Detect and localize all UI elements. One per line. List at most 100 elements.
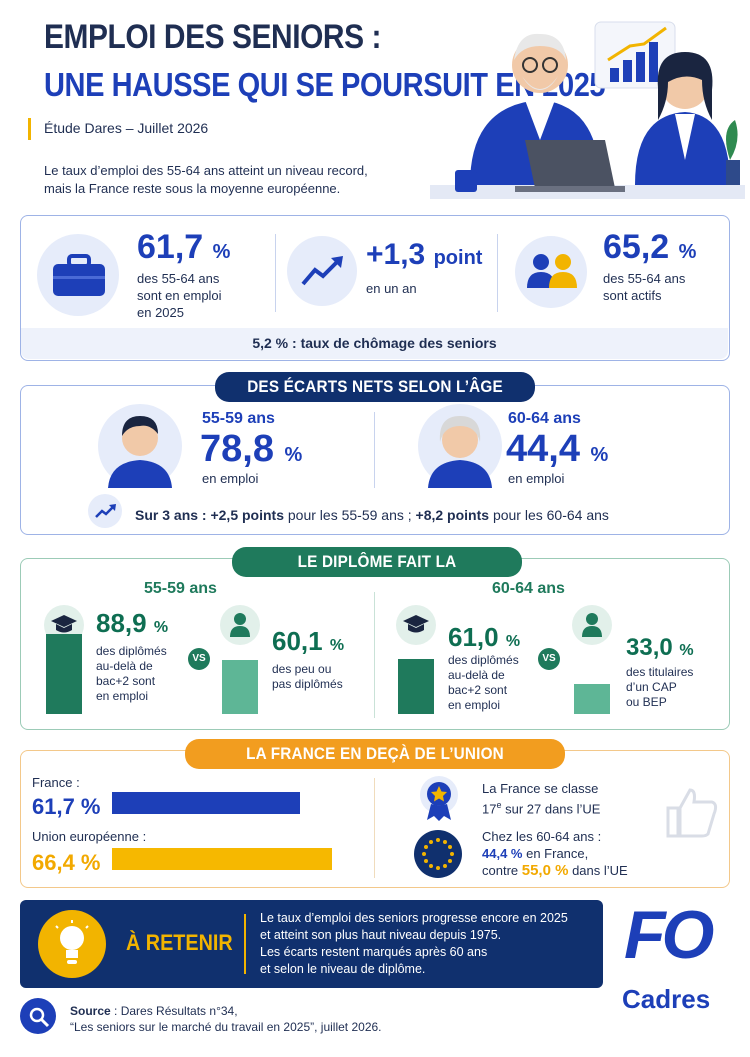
- source-line: Source : Dares Résultats n°34,: [70, 1003, 382, 1019]
- study-label: Étude Dares – Juillet 2026: [44, 120, 209, 136]
- trend-text-2: pour les 60-64 ans: [489, 507, 609, 523]
- thumbs-up-icon: [666, 788, 718, 838]
- person-icon: [230, 613, 250, 637]
- trend-circle: [287, 236, 357, 306]
- age-55-59-rate: 78,8 %: [200, 428, 302, 471]
- diploma-55-59-low-rate: 60,1 %: [272, 626, 344, 657]
- kpi-activity-unit: %: [678, 241, 697, 263]
- rank-line: La France se classe: [482, 781, 599, 796]
- desc-line: des diplômés: [448, 653, 519, 667]
- desc-line: pas diplômés: [272, 677, 343, 691]
- intro-line-2: mais la France reste sous la moyenne eur…: [44, 181, 341, 196]
- key-takeaway-label: À RETENIR: [126, 930, 233, 955]
- age-55-59-label: 55-59 ans: [202, 410, 275, 427]
- unemployment-label: : taux de chômage des seniors: [288, 335, 497, 351]
- desc-line: d’un CAP: [626, 680, 677, 694]
- trend-up-icon: [95, 504, 116, 518]
- divider: [374, 778, 375, 878]
- trend-60-64: +8,2 points: [415, 507, 490, 523]
- diploma-value: 61,0: [448, 622, 499, 652]
- takeaway-line: Les écarts restent marqués après 60 ans: [260, 945, 488, 959]
- diploma-group-55-59: 55-59 ans: [144, 580, 217, 597]
- takeaway-line: et selon le niveau de diplôme.: [260, 962, 426, 976]
- comparison-text: dans l’UE: [568, 863, 628, 878]
- diploma-55-59-graduates-rate: 88,9 %: [96, 608, 168, 639]
- rank-text: sur 27 dans l’UE: [501, 801, 601, 817]
- diploma-bar-60-64-cap: [574, 684, 610, 714]
- accent-bar: [28, 118, 31, 140]
- source-label: Source: [70, 1004, 111, 1018]
- diploma-60-64-cap-desc: des titulaires d’un CAP ou BEP: [626, 665, 693, 710]
- fo-logo: FO: [624, 897, 714, 973]
- people-icon: [527, 254, 577, 288]
- age-55-59-sub: en emploi: [202, 471, 259, 486]
- kpi-activity-rate: 65,2 %: [603, 228, 696, 267]
- desc-line: des diplômés: [96, 644, 167, 658]
- three-year-trend: Sur 3 ans : +2,5 points pour les 55-59 a…: [135, 507, 609, 523]
- title-line-1: EMPLOI DES SENIORS :: [44, 18, 381, 56]
- kpi-employment-unit: %: [212, 241, 231, 263]
- diploma-unit: %: [153, 619, 169, 636]
- diploma-unit: %: [505, 633, 521, 650]
- desc-line: des titulaires: [626, 665, 694, 679]
- intro-line-1: Le taux d’emploi des 55-64 ans atteint u…: [44, 163, 368, 178]
- kpi-increase-unit: point: [433, 247, 483, 269]
- desc-line: au-delà de: [448, 668, 505, 682]
- diploma-60-64-graduates-rate: 61,0 %: [448, 622, 520, 653]
- age-60-64-rate: 44,4 %: [506, 428, 608, 471]
- intro-text: Le taux d’emploi des 55-64 ans atteint u…: [44, 162, 444, 198]
- eu-label: Union européenne :: [32, 829, 147, 844]
- divider: [374, 412, 375, 488]
- graduation-cap-icon: [403, 615, 429, 633]
- man-avatar: [108, 416, 172, 488]
- age-60-64-sub: en emploi: [508, 471, 565, 486]
- kpi-card: 61,7 % des 55-64 ans sont en emploi en 2…: [20, 215, 730, 361]
- comparison-line: 44,4 % en France,: [482, 845, 628, 862]
- search-circle: [20, 998, 56, 1034]
- diploma-section-title-text: LE DIPLÔME FAIT LA DIFFÉRENCE: [297, 552, 457, 601]
- key-takeaway-divider: [244, 914, 246, 974]
- trend-intro: Sur 3 ans :: [135, 507, 211, 523]
- france-value: 61,7 %: [32, 794, 101, 819]
- divider: [275, 234, 276, 312]
- kpi-activity-line: sont actifs: [603, 288, 662, 303]
- age-section-title-text: DES ÉCARTS NETS SELON L’ÂGE: [247, 377, 503, 396]
- diploma-value: 33,0: [626, 634, 673, 661]
- people-circle: [515, 236, 587, 308]
- kpi-activity-desc: des 55-64 ans sont actifs: [603, 270, 685, 304]
- magnifier-icon: [29, 1007, 50, 1028]
- takeaway-line: et atteint son plus haut niveau depuis 1…: [260, 928, 502, 942]
- diploma-bar-60-64-graduates: [398, 659, 434, 714]
- diploma-55-59-graduates-desc: des diplômés au-delà de bac+2 sont en em…: [96, 644, 167, 704]
- kpi-activity-value: 65,2: [603, 228, 670, 266]
- comparison-text: contre: [482, 863, 522, 878]
- diploma-section-title: LE DIPLÔME FAIT LA DIFFÉRENCE: [232, 547, 522, 601]
- senior-woman-avatar: [428, 416, 492, 488]
- desc-line: des peu ou: [272, 662, 332, 676]
- age-60-64-unit: %: [590, 444, 609, 466]
- comparison-line: Chez les 60-64 ans :: [482, 829, 602, 844]
- desc-line: en emploi: [448, 698, 501, 712]
- kpi-increase: +1,3 point: [366, 238, 482, 272]
- eu-bar: [112, 848, 332, 870]
- age-60-64-comparison: Chez les 60-64 ans : 44,4 % en France, c…: [482, 828, 628, 879]
- comparison-text: en France,: [522, 846, 589, 861]
- age-55-59-unit: %: [284, 444, 303, 466]
- key-takeaway-box: [20, 900, 603, 988]
- kpi-increase-value: +1,3: [366, 238, 426, 271]
- age-55-59-value: 78,8: [200, 428, 274, 470]
- unemployment-strip: 5,2 % : taux de chômage des seniors: [21, 328, 728, 359]
- title-line-2: UNE HAUSSE QUI SE POURSUIT EN 2025: [44, 66, 606, 103]
- age-section-title: DES ÉCARTS NETS SELON L’ÂGE: [215, 372, 535, 402]
- source-note: Source : Dares Résultats n°34, “Les seni…: [70, 1003, 382, 1035]
- trend-55-59: +2,5 points: [210, 507, 284, 523]
- unemployment-value: 5,2 %: [252, 335, 289, 351]
- eu-60-64-value: 55,0 %: [521, 862, 569, 879]
- kpi-increase-desc: en un an: [366, 281, 417, 296]
- france-rank: La France se classe 17e sur 27 dans l’UE: [482, 780, 600, 817]
- france-60-64-value: 44,4 %: [482, 846, 523, 861]
- rank-line: 17e sur 27 dans l’UE: [482, 797, 600, 817]
- award-medal-icon: [420, 776, 458, 821]
- diploma-55-59-low-desc: des peu ou pas diplômés: [272, 662, 343, 692]
- kpi-employment-line: sont en emploi: [137, 288, 222, 303]
